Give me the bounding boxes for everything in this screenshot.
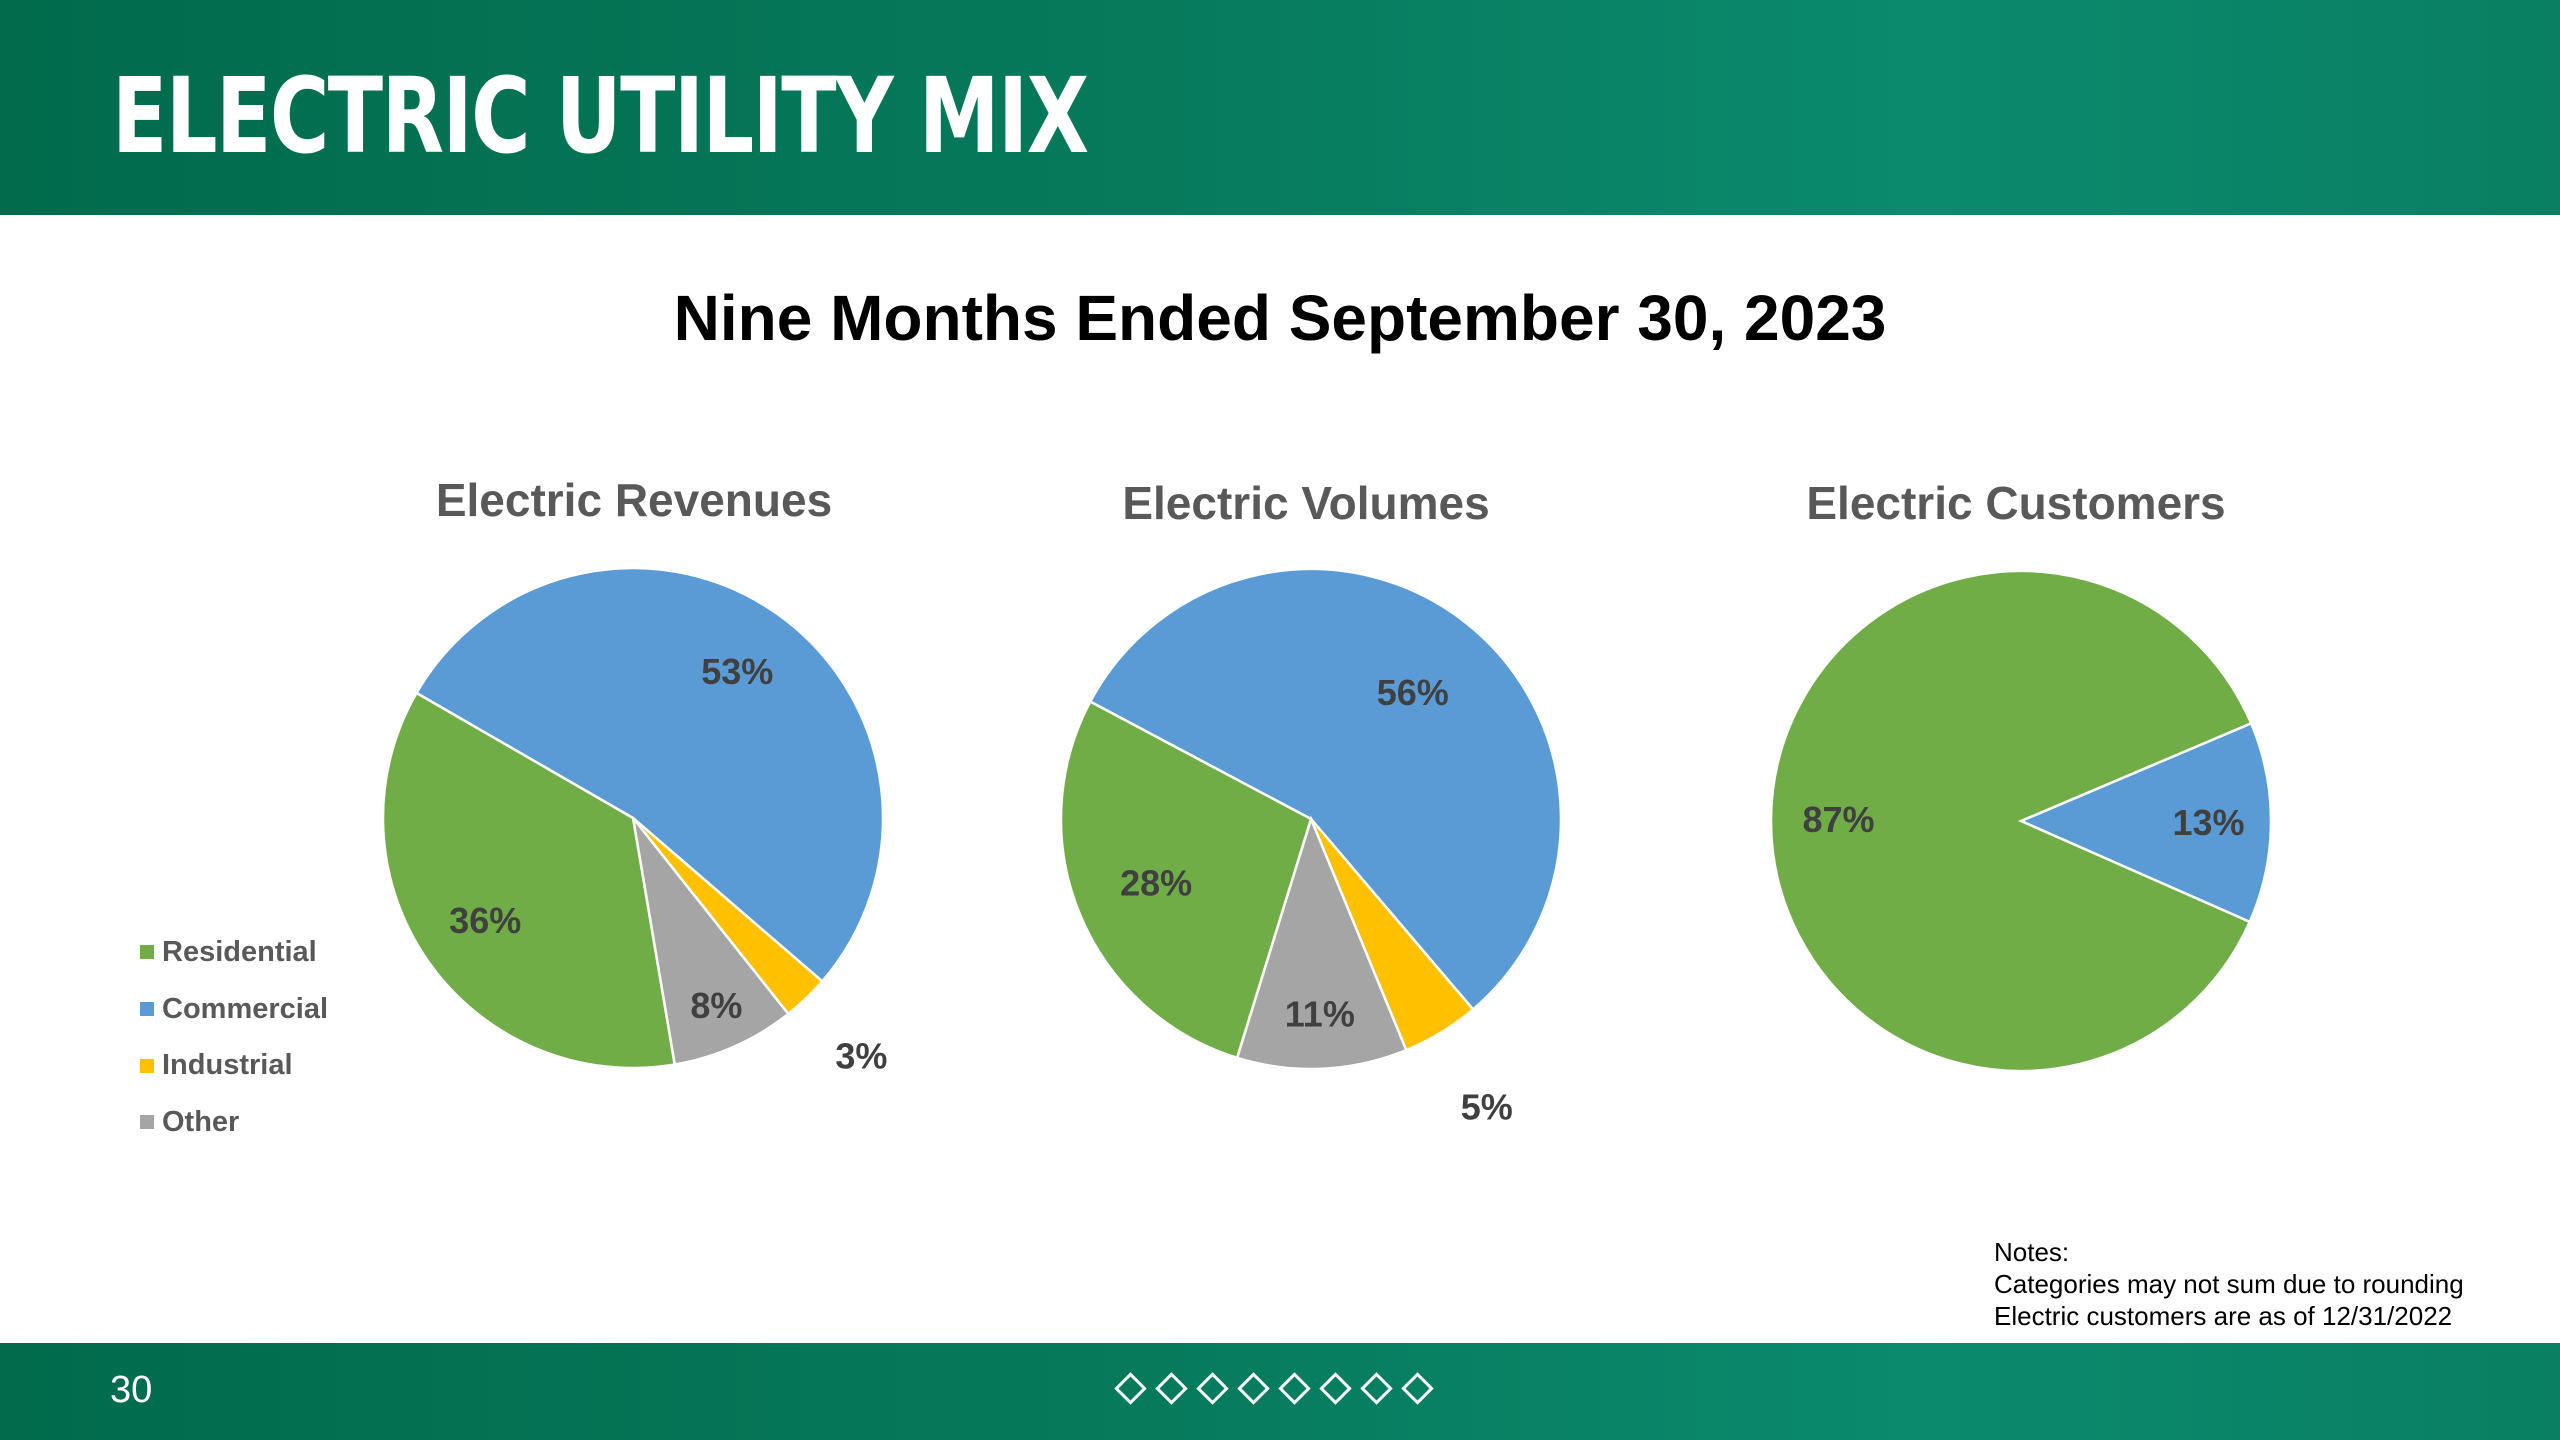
- chart-title-volumes: Electric Volumes: [1122, 477, 1490, 529]
- legend-item-commercial: Commercial: [140, 981, 328, 1038]
- legend-item-other: Other: [140, 1094, 328, 1151]
- pie-slice-commercial: [1088, 567, 1563, 1012]
- data-label-industrial: 5%: [1461, 1087, 1513, 1128]
- pie-slice-residential: [1059, 699, 1313, 1060]
- pie-chart-revenues: 53% 3% 8% 36%: [381, 566, 887, 1077]
- diamond-icon: [1401, 1372, 1434, 1405]
- chart-title-revenues: Electric Revenues: [435, 474, 833, 526]
- data-label-commercial: 56%: [1377, 672, 1449, 713]
- legend-swatch-industrial: [140, 1058, 154, 1073]
- chart-legend: Residential Commercial Industrial Other: [140, 924, 328, 1151]
- diamond-icon: [1155, 1372, 1188, 1405]
- notes-heading: Notes:: [1994, 1237, 2070, 1267]
- header-banner: ELECTRIC UTILITY MIX: [0, 0, 2560, 215]
- data-label-commercial: 13%: [2172, 802, 2244, 843]
- legend-item-residential: Residential: [140, 924, 328, 981]
- diamond-icon: [1360, 1372, 1393, 1405]
- pie-chart-volumes: 56% 5% 11% 28%: [1059, 567, 1563, 1128]
- pie-slice-commercial: [2017, 721, 2273, 924]
- data-label-residential: 87%: [1802, 799, 1874, 840]
- pie-slice-commercial: [414, 566, 885, 984]
- decorative-diamonds: [1114, 1372, 1434, 1405]
- chart-period-subtitle: Nine Months Ended September 30, 2023: [673, 282, 1887, 354]
- legend-swatch-residential: [140, 945, 154, 960]
- note-line: Electric customers are as of 12/31/2022: [1994, 1301, 2453, 1331]
- diamond-icon: [1196, 1372, 1229, 1405]
- data-label-industrial: 3%: [835, 1036, 887, 1077]
- footnotes: Notes: Categories may not sum due to rou…: [1994, 1236, 2464, 1332]
- legend-label: Industrial: [162, 1049, 293, 1082]
- legend-item-industrial: Industrial: [140, 1037, 328, 1094]
- data-label-commercial: 53%: [701, 651, 773, 692]
- legend-label: Commercial: [162, 992, 329, 1025]
- legend-label: Residential: [162, 935, 317, 968]
- data-label-other: 8%: [690, 985, 742, 1026]
- diamond-icon: [1319, 1372, 1352, 1405]
- data-label-residential: 36%: [449, 900, 521, 941]
- diamond-icon: [1114, 1372, 1147, 1405]
- chart-title-customers: Electric Customers: [1806, 477, 2226, 529]
- pie-chart-customers: 13% 87%: [1769, 569, 2273, 1073]
- data-label-residential: 28%: [1120, 862, 1192, 903]
- legend-swatch-commercial: [140, 1002, 154, 1017]
- data-label-other: 11%: [1285, 993, 1355, 1034]
- legend-swatch-other: [140, 1115, 154, 1130]
- diamond-icon: [1278, 1372, 1311, 1405]
- page-title: ELECTRIC UTILITY MIX: [112, 55, 1089, 177]
- diamond-icon: [1237, 1372, 1270, 1405]
- pie-slice-other: [631, 817, 791, 1066]
- pie-slice-residential: [381, 691, 677, 1070]
- footer-banner: 30: [0, 1343, 2560, 1440]
- note-line: Categories may not sum due to rounding: [1994, 1269, 2464, 1299]
- pie-slice-residential: [1769, 569, 2253, 1073]
- pie-slice-other: [1235, 815, 1408, 1071]
- page-number: 30: [110, 1369, 153, 1411]
- legend-label: Other: [162, 1105, 240, 1138]
